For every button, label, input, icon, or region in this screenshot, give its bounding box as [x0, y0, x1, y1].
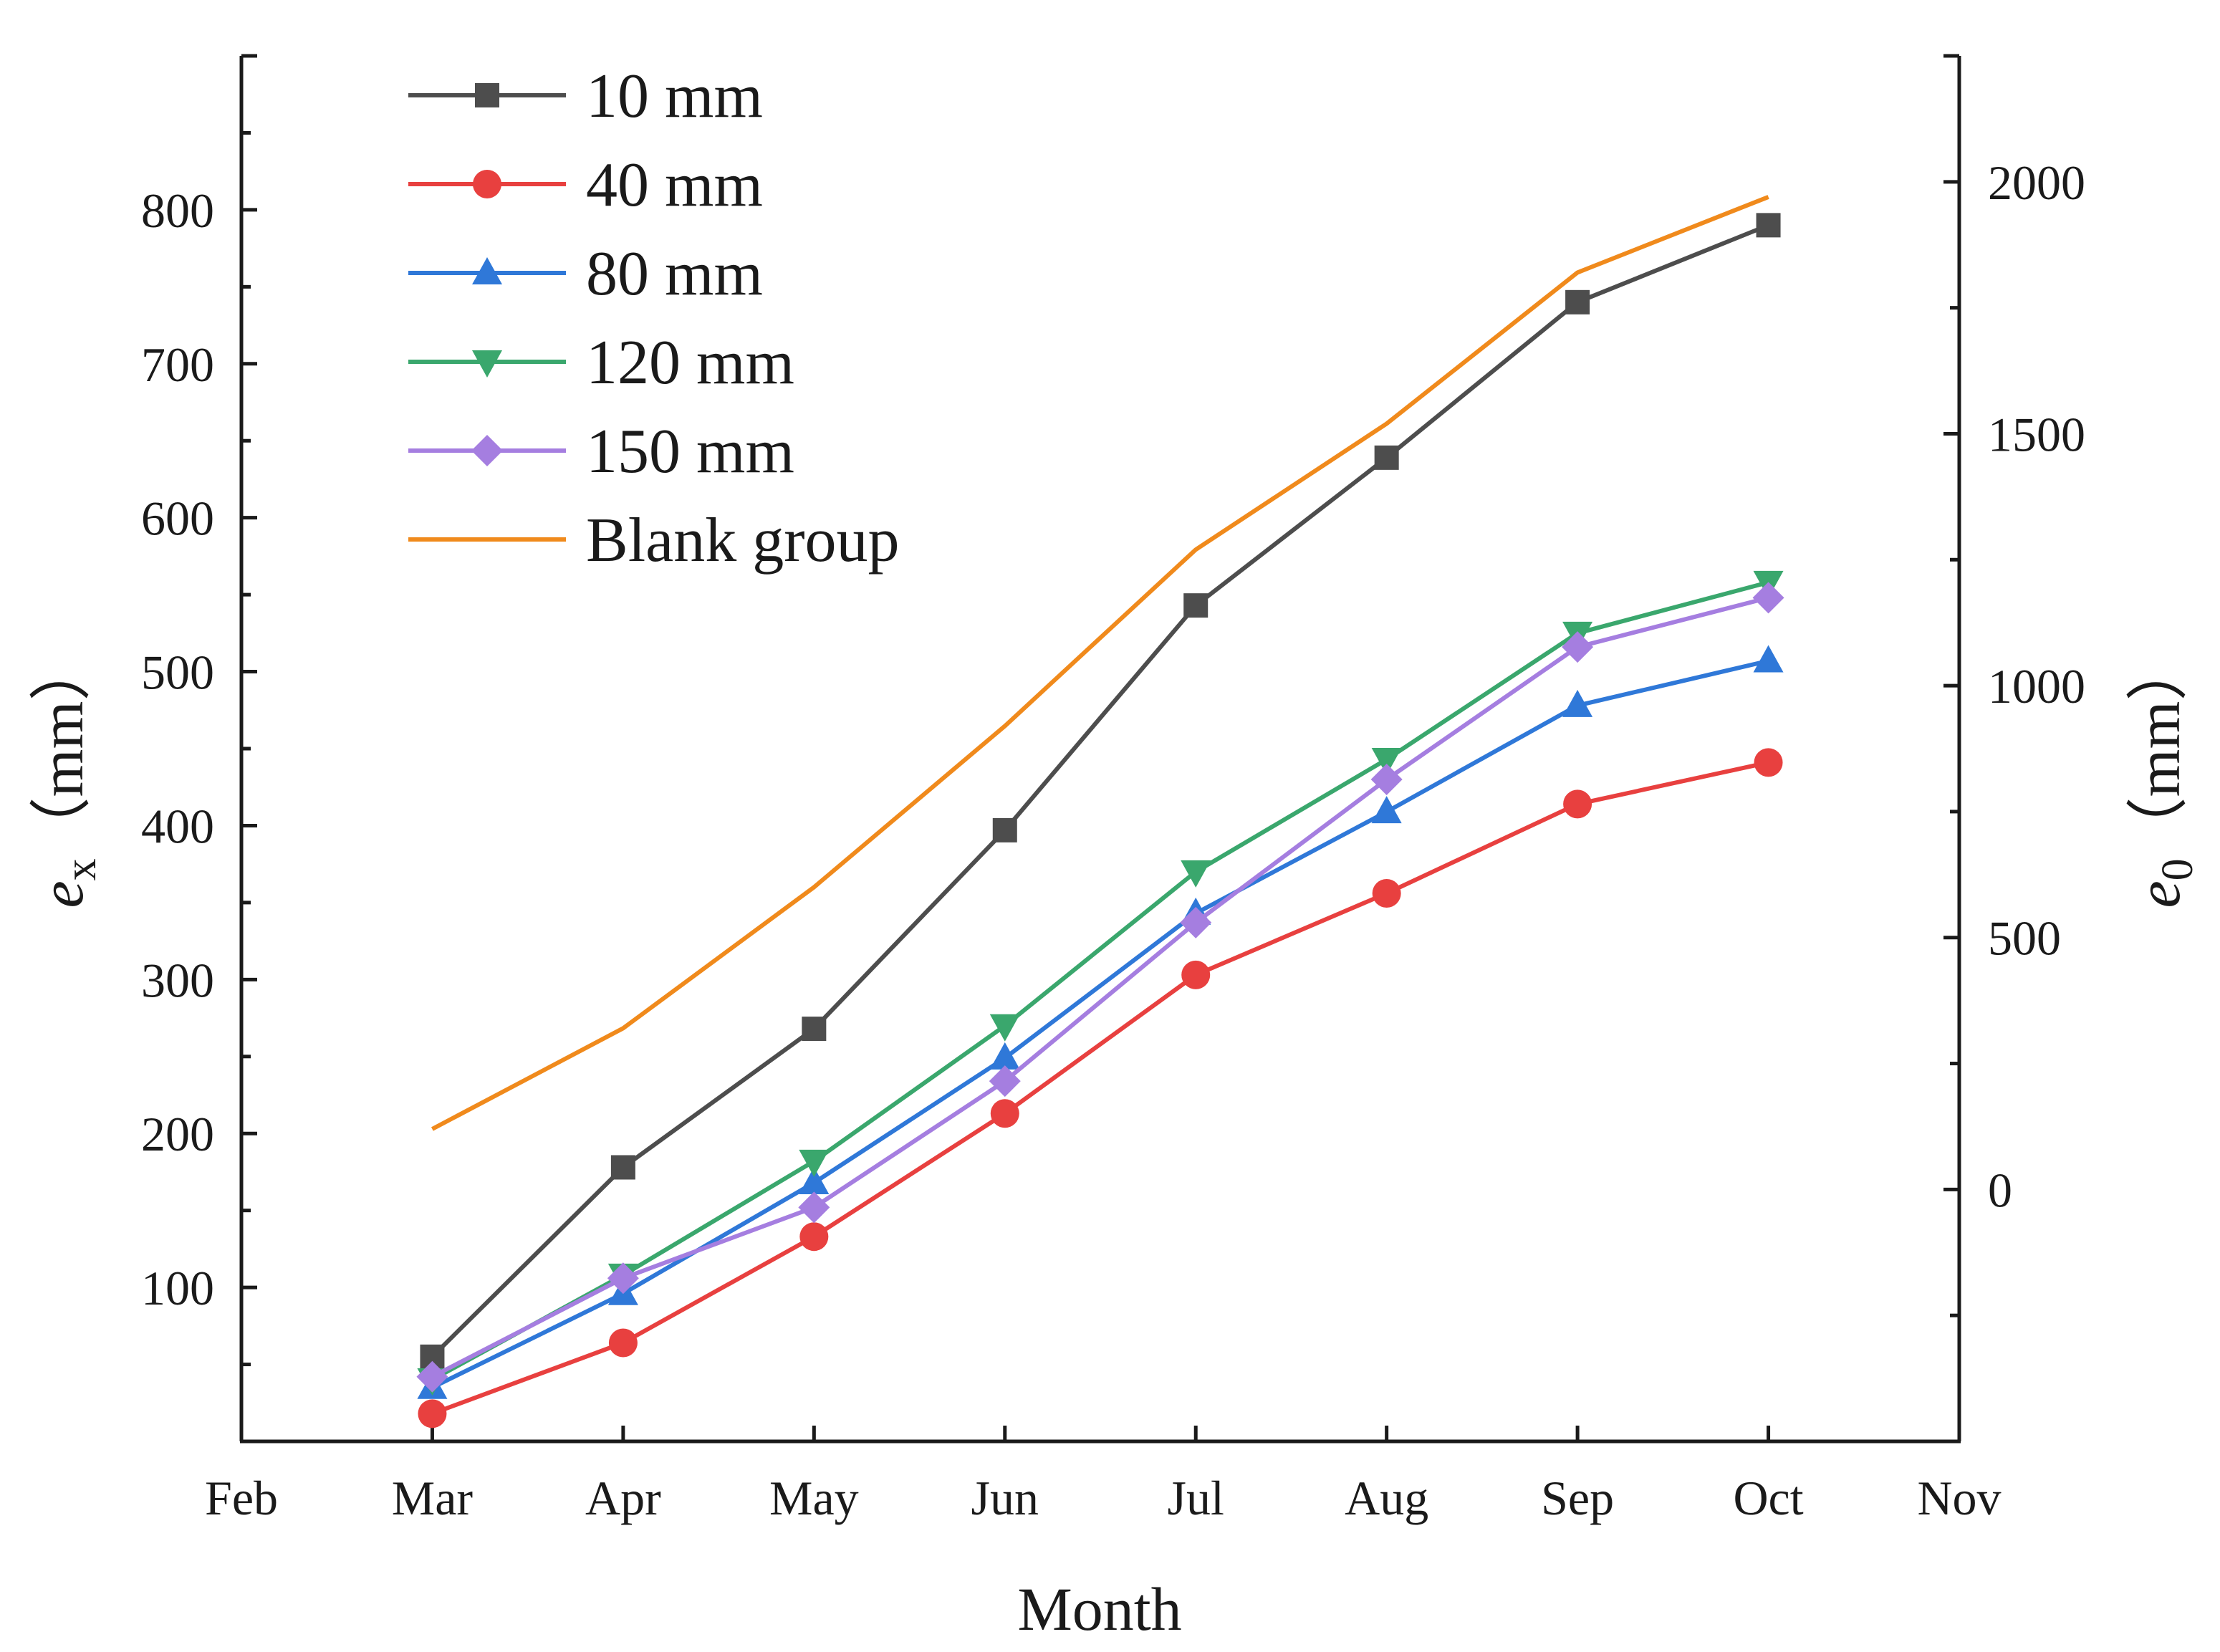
- circle-marker: [799, 1222, 829, 1252]
- y-left-tick-label: 800: [141, 183, 214, 238]
- legend: 10 mm 40 mm 80 mm 120 mm 150 mm Blank group: [408, 62, 900, 575]
- circle-marker: [990, 1099, 1019, 1128]
- x-tick-label: May: [769, 1471, 859, 1525]
- x-tick-label: Jun: [971, 1471, 1039, 1525]
- circle-marker: [608, 1328, 638, 1358]
- y-left-tick-label: 100: [141, 1261, 214, 1315]
- legend-item-80-mm: 80 mm: [408, 239, 763, 309]
- diamond-marker: [1562, 631, 1594, 663]
- series-line-150-mm: [431, 595, 1769, 1379]
- square-marker: [1756, 213, 1781, 238]
- triangle-down-marker: [799, 1149, 830, 1177]
- series-line-blank-group: [431, 195, 1769, 1131]
- circle-marker: [418, 1399, 447, 1428]
- diamond-marker: [1370, 763, 1403, 795]
- y-left-axis-title: ex（mm）: [27, 640, 105, 908]
- x-tick-label: Feb: [205, 1471, 278, 1525]
- legend-label: 40 mm: [586, 150, 763, 220]
- y-left-tick-label: 300: [141, 953, 214, 1007]
- legend-item-40-mm: 40 mm: [408, 150, 763, 220]
- x-tick-label: Nov: [1917, 1471, 2001, 1525]
- square-marker: [992, 817, 1017, 842]
- y-left-axis-unit: （mm）: [27, 640, 96, 859]
- circle-marker: [473, 170, 501, 198]
- series-40-mm: [418, 748, 1783, 1428]
- circle-marker: [1754, 748, 1783, 777]
- y-left-axis-subscript: x: [57, 858, 105, 880]
- triangle-up-marker: [799, 1166, 830, 1194]
- y-left-axis-var: e: [27, 880, 96, 908]
- diamond-marker: [1752, 582, 1784, 614]
- triangle-down-marker: [472, 350, 502, 378]
- circle-marker: [1563, 789, 1592, 819]
- square-marker: [802, 1017, 827, 1042]
- triangle-up-marker: [1371, 796, 1402, 824]
- legend-item-10-mm: 10 mm: [408, 62, 763, 131]
- square-marker: [1374, 445, 1399, 470]
- axes-layer: 100 200 300 400 500 600 700 800 0 500 1000 1500 2000…: [141, 54, 2085, 1525]
- triangle-down-marker: [1181, 860, 1211, 888]
- legend-item-120-mm: 120 mm: [408, 328, 794, 398]
- legend-label: Blank group: [586, 506, 900, 575]
- y-left-tick-label: 700: [141, 337, 214, 392]
- y-left-tick-label: 400: [141, 799, 214, 853]
- diamond-marker: [1180, 906, 1212, 938]
- y-right-axis-var: e: [2124, 880, 2193, 908]
- y-right-tick-label: 500: [1988, 911, 2061, 966]
- legend-label: 10 mm: [586, 62, 763, 131]
- triangle-up-marker: [472, 257, 502, 284]
- y-right-tick-label: 0: [1988, 1163, 2012, 1217]
- legend-label: 150 mm: [586, 417, 794, 486]
- series-line-40-mm: [431, 760, 1769, 1416]
- diamond-marker: [798, 1191, 830, 1224]
- y-left-tick-label: 500: [141, 645, 214, 700]
- y-right-axis-unit: （mm）: [2124, 640, 2193, 859]
- x-tick-label: Aug: [1345, 1471, 1428, 1525]
- triangle-up-marker: [1562, 689, 1593, 717]
- square-marker: [475, 83, 499, 107]
- series-layer: [416, 195, 1784, 1428]
- diamond-marker: [471, 435, 503, 466]
- series-blank-group: [431, 195, 1769, 1131]
- series-line-120-mm: [431, 580, 1769, 1382]
- series-10-mm: [420, 213, 1781, 1369]
- triangle-down-marker: [989, 1014, 1020, 1042]
- x-tick-label: Jul: [1168, 1471, 1224, 1525]
- y-right-tick-label: 1500: [1988, 407, 2085, 461]
- circle-marker: [1181, 960, 1211, 989]
- series-line-80-mm: [431, 658, 1769, 1390]
- series-line-10-mm: [431, 223, 1769, 1358]
- square-marker: [1565, 289, 1590, 314]
- diamond-marker: [989, 1065, 1021, 1098]
- triangle-up-marker: [1753, 645, 1784, 673]
- y-right-axis-subscript: 0: [2153, 858, 2202, 880]
- y-right-tick-label: 1000: [1988, 659, 2085, 714]
- x-tick-label: Sep: [1541, 1471, 1614, 1525]
- triangle-down-marker: [1371, 748, 1402, 776]
- legend-label: 120 mm: [586, 328, 794, 398]
- y-left-tick-label: 200: [141, 1107, 214, 1161]
- square-marker: [1183, 593, 1208, 618]
- legend-label: 80 mm: [586, 239, 763, 309]
- series-150-mm: [416, 582, 1784, 1393]
- diamond-marker: [416, 1360, 448, 1393]
- x-axis-title: Month: [1017, 1575, 1181, 1643]
- x-tick-label: Apr: [585, 1471, 661, 1525]
- y-left-tick-label: 600: [141, 491, 214, 546]
- y-right-tick-label: 2000: [1988, 155, 2085, 210]
- diamond-marker: [607, 1262, 639, 1295]
- triangle-up-marker: [989, 1042, 1020, 1070]
- x-tick-label: Oct: [1733, 1471, 1803, 1525]
- legend-item-blank-group: Blank group: [408, 506, 900, 575]
- circle-marker: [1372, 878, 1401, 908]
- square-marker: [610, 1155, 635, 1180]
- legend-item-150-mm: 150 mm: [408, 417, 794, 486]
- x-tick-label: Mar: [392, 1471, 474, 1525]
- y-right-axis-title: e0（mm）: [2124, 640, 2202, 908]
